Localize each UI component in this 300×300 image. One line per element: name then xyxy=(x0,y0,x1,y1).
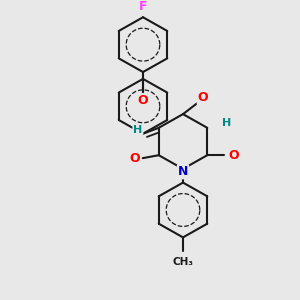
Text: N: N xyxy=(178,165,188,178)
Text: O: O xyxy=(228,149,238,162)
Text: CH₃: CH₃ xyxy=(172,257,194,267)
Text: O: O xyxy=(198,91,208,104)
Text: F: F xyxy=(139,0,147,13)
Text: O: O xyxy=(138,94,148,107)
Text: H: H xyxy=(133,125,142,135)
Text: H: H xyxy=(222,118,231,128)
Text: O: O xyxy=(129,152,140,165)
